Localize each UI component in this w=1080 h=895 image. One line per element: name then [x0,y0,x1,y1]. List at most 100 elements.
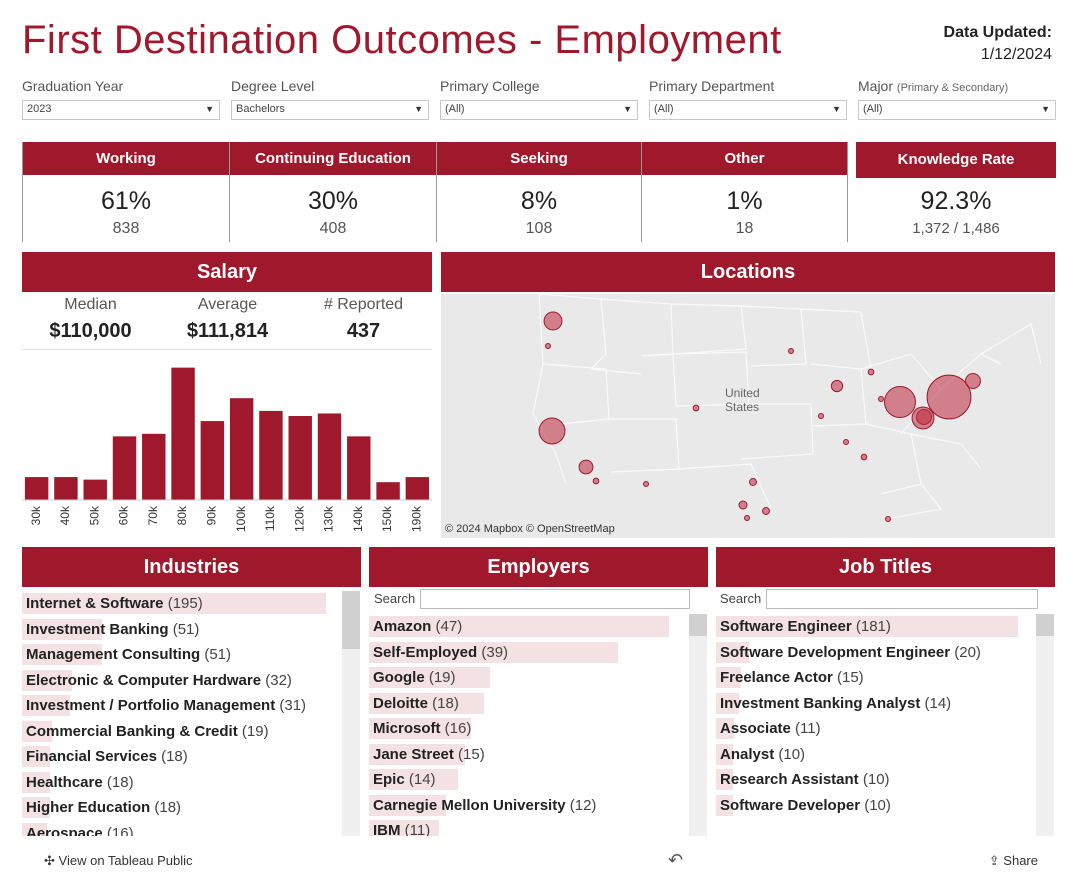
list-item[interactable]: Deloitte (18) [369,691,687,717]
map-location-dot[interactable] [818,413,824,419]
map-location-dot[interactable] [965,373,981,389]
salary-bar-140k[interactable] [347,436,371,500]
salary-bar-150k[interactable] [376,482,400,500]
degree-level-select[interactable]: Bachelors ▼ [231,100,429,120]
map-location-dot[interactable] [843,439,849,445]
list-item[interactable]: Internet & Software (195) [22,591,340,617]
industries-scrollbar[interactable] [342,591,360,836]
scroll-thumb[interactable] [1036,614,1054,636]
list-item[interactable]: Epic (14) [369,767,687,793]
list-item[interactable]: Amazon (47) [369,614,687,640]
list-item[interactable]: Jane Street (15) [369,742,687,768]
list-item-name: Electronic & Computer Hardware [26,671,262,689]
salary-bar-130k[interactable] [317,413,342,500]
map-location-dot[interactable] [749,478,757,486]
map-location-dot[interactable] [578,459,594,475]
job-titles-scrollbar[interactable] [1036,614,1054,836]
list-item[interactable]: Microsoft (16) [369,716,687,742]
salary-bar-90k[interactable] [200,421,225,500]
kpi-other[interactable]: Other 1% 18 [641,142,848,242]
list-item-name: Software Engineer [720,618,852,635]
list-item-bar [369,794,446,816]
data-updated-label: Data Updated: [943,24,1052,41]
list-item[interactable]: Associate (11) [716,716,1034,742]
list-item[interactable]: Higher Education (18) [22,795,340,821]
list-item[interactable]: Investment Banking (51) [22,617,340,643]
salary-bar-30k[interactable] [24,477,49,500]
map-location-dot[interactable] [762,507,770,515]
salary-bar-40k[interactable] [54,477,78,500]
scroll-thumb[interactable] [689,614,707,636]
map-location-dot[interactable] [867,368,875,376]
list-item[interactable]: Investment Banking Analyst (14) [716,691,1034,717]
kpi-percent: 1% [726,187,763,215]
list-item[interactable]: Management Consulting (51) [22,642,340,668]
list-item[interactable]: Financial Services (18) [22,744,340,770]
salary-bar-50k[interactable] [83,479,107,500]
share-button[interactable]: ⇪ Share [989,853,1038,869]
kpi-working[interactable]: Working 61% 838 [22,142,229,242]
employers-search-input[interactable] [420,589,690,609]
map-location-dot[interactable] [878,396,884,402]
kpi-continuing-education[interactable]: Continuing Education 30% 408 [229,142,436,242]
list-item[interactable]: Investment / Portfolio Management (31) [22,693,340,719]
map-location-dot[interactable] [788,348,794,354]
salary-bar-100k[interactable] [229,398,254,500]
list-item[interactable]: Commercial Banking & Credit (19) [22,719,340,745]
map-location-dot[interactable] [885,516,891,522]
major-select[interactable]: (All) ▼ [858,100,1056,120]
undo-icon[interactable]: ↶ [668,850,684,870]
map-location-dot[interactable] [830,379,844,393]
job-titles-search-input[interactable] [766,589,1038,609]
salary-bar-60k[interactable] [112,436,137,500]
employers-scrollbar[interactable] [689,614,707,836]
salary-median: Median $110,000 [22,296,159,343]
primary-department-select[interactable]: (All) ▼ [649,100,847,120]
list-item[interactable]: Google (19) [369,665,687,691]
primary-college-select[interactable]: (All) ▼ [440,100,638,120]
salary-bar-70k[interactable] [142,433,166,500]
salary-bar-120k[interactable] [288,416,312,500]
kpi-seeking[interactable]: Seeking 8% 108 [436,142,641,242]
salary-bar-80k[interactable] [171,367,195,500]
list-item-name: Internet & Software [26,595,164,612]
list-item[interactable]: Freelance Actor (15) [716,665,1034,691]
salary-bar-190k[interactable] [405,477,430,500]
list-item[interactable]: Aerospace (16) [22,821,340,836]
list-item[interactable]: Analyst (10) [716,742,1034,768]
map-location-dot[interactable] [926,374,972,420]
list-item[interactable]: Carnegie Mellon University (12) [369,793,687,819]
map-location-dot[interactable] [744,515,750,521]
map-boundary [885,483,943,520]
map-location-dot[interactable] [884,386,916,418]
list-item[interactable]: Electronic & Computer Hardware (32) [22,668,340,694]
map-location-dot[interactable] [692,404,700,412]
scroll-thumb[interactable] [342,591,360,649]
map-location-dot[interactable] [543,311,563,331]
view-on-tableau-link[interactable]: ✣ View on Tableau Public [44,853,192,869]
map-location-dot[interactable] [911,406,935,430]
data-updated: Data Updated: 1/12/2024 [944,22,1052,66]
map-location-dot[interactable] [538,417,566,445]
map-location-dot[interactable] [592,477,600,485]
select-value: (All) [654,103,674,115]
locations-map[interactable]: United States © 2024 Mapbox © OpenStreet… [441,294,1055,538]
list-item-count: (195) [163,595,203,612]
map-location-dot[interactable] [545,343,551,349]
map-location-dot[interactable] [738,500,748,510]
salary-bar-110k[interactable] [259,410,283,500]
list-item-bar [22,593,326,614]
graduation-year-select[interactable]: 2023 ▼ [22,100,220,120]
list-item[interactable]: Research Assistant (10) [716,767,1034,793]
list-item[interactable]: Software Development Engineer (20) [716,640,1034,666]
select-value: (All) [863,103,883,115]
kpi-knowledge-rate[interactable]: Knowledge Rate 92.3% 1,372 / 1,486 [856,142,1056,242]
kpi-label: Knowledge Rate [856,142,1056,178]
list-item[interactable]: Software Engineer (181) [716,614,1034,640]
map-location-dot[interactable] [860,453,868,461]
list-item[interactable]: Self-Employed (39) [369,640,687,666]
list-item[interactable]: Software Developer (10) [716,793,1034,819]
list-item[interactable]: IBM (11) [369,818,687,836]
list-item[interactable]: Healthcare (18) [22,770,340,796]
map-location-dot[interactable] [643,481,649,487]
